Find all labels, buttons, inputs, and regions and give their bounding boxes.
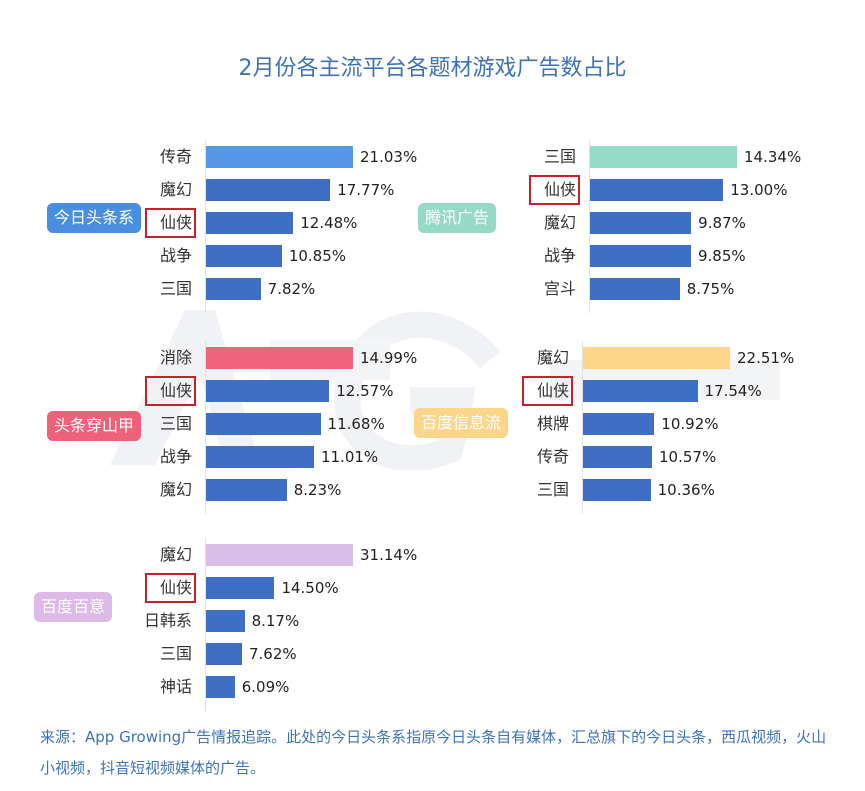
- platform-badge: 百度信息流: [414, 408, 509, 438]
- category-label: 魔幻: [536, 348, 569, 367]
- category-label: 魔幻: [159, 480, 192, 499]
- axis-line: [205, 140, 206, 313]
- highlight-box: [145, 573, 196, 603]
- platform-badge: 头条穿山甲: [47, 411, 142, 441]
- bar: [590, 212, 692, 234]
- category-label: 消除: [159, 348, 192, 367]
- bar: [590, 245, 691, 267]
- data-label: 10.92%: [661, 415, 719, 433]
- category-label: 魔幻: [543, 213, 576, 232]
- bar: [583, 446, 653, 468]
- bar: [206, 212, 294, 234]
- category-label: 传奇: [159, 147, 192, 166]
- data-label: 13.00%: [730, 181, 788, 199]
- data-label: 10.85%: [288, 247, 347, 265]
- category-label: 战争: [159, 447, 192, 466]
- category-label: 仙侠: [159, 578, 192, 597]
- bar: [206, 146, 353, 168]
- bar: [206, 446, 314, 468]
- category-label: 三国: [543, 147, 576, 166]
- data-label: 17.77%: [337, 181, 395, 199]
- data-label: 17.54%: [704, 382, 762, 400]
- data-label: 8.23%: [293, 481, 342, 499]
- category-label: 仙侠: [543, 180, 576, 199]
- bar: [206, 544, 353, 566]
- category-label: 战争: [543, 246, 576, 265]
- highlight-box: [145, 376, 196, 406]
- category-label: 魔幻: [159, 180, 192, 199]
- bar: [583, 347, 730, 369]
- category-label: 魔幻: [159, 545, 192, 564]
- data-label: 10.57%: [659, 448, 717, 466]
- category-label: 宫斗: [543, 279, 576, 298]
- category-label: 仙侠: [159, 213, 192, 232]
- data-label: 9.85%: [697, 247, 746, 265]
- data-label: 11.01%: [320, 448, 379, 466]
- source-note: 来源：App Growing广告情报追踪。此处的今日头条系指原今日头条自有媒体，…: [40, 728, 827, 777]
- bar: [206, 347, 353, 369]
- category-label: 传奇: [536, 447, 569, 466]
- data-label: 21.03%: [360, 148, 418, 166]
- data-label: 12.48%: [300, 214, 358, 232]
- data-label: 22.51%: [737, 349, 795, 367]
- data-label: 10.36%: [657, 481, 715, 499]
- category-label: 战争: [159, 246, 192, 265]
- platform-badge: 今日头条系: [47, 203, 142, 233]
- bar: [590, 146, 737, 168]
- axis-line: [589, 140, 590, 313]
- bar: [206, 179, 331, 201]
- chart-title: 2月份各主流平台各题材游戏广告数占比: [238, 56, 627, 81]
- highlight-box: [145, 208, 196, 238]
- bar: [583, 479, 651, 501]
- bar: [206, 643, 242, 665]
- category-label: 三国: [159, 279, 192, 298]
- platform-badge: 腾讯广告: [418, 203, 497, 233]
- bar: [206, 245, 282, 267]
- data-label: 9.87%: [698, 214, 746, 232]
- data-label: 11.68%: [327, 415, 385, 433]
- highlight-box: [522, 376, 573, 406]
- category-label: 三国: [536, 480, 569, 499]
- bar: [590, 179, 724, 201]
- data-label: 12.57%: [336, 382, 394, 400]
- category-label: 日韩系: [143, 611, 192, 630]
- data-label: 14.99%: [360, 349, 418, 367]
- data-label: 7.82%: [267, 280, 316, 298]
- category-label: 神话: [159, 677, 192, 696]
- axis-line: [205, 538, 206, 711]
- data-label: 7.62%: [248, 645, 297, 663]
- platform-badge: 百度百意: [34, 592, 113, 622]
- category-label: 棋牌: [536, 414, 569, 433]
- bar: [590, 278, 680, 300]
- data-label: 8.17%: [251, 612, 300, 630]
- bar: [583, 380, 698, 402]
- bar: [206, 577, 275, 599]
- bar: [583, 413, 655, 435]
- bar: [206, 413, 321, 435]
- data-label: 14.34%: [744, 148, 802, 166]
- category-label: 三国: [159, 414, 192, 433]
- category-label: 仙侠: [536, 381, 569, 400]
- bar: [206, 610, 245, 632]
- axis-line: [205, 341, 206, 514]
- bar: [206, 278, 261, 300]
- bar: [206, 380, 330, 402]
- highlight-box: [529, 175, 580, 205]
- category-label: 三国: [159, 644, 192, 663]
- category-label: 仙侠: [159, 381, 192, 400]
- axis-line: [582, 341, 583, 514]
- data-label: 14.50%: [281, 579, 339, 597]
- bar: [206, 676, 235, 698]
- data-label: 6.09%: [241, 678, 290, 696]
- data-label: 8.75%: [686, 280, 735, 298]
- data-label: 31.14%: [360, 546, 418, 564]
- bar: [206, 479, 287, 501]
